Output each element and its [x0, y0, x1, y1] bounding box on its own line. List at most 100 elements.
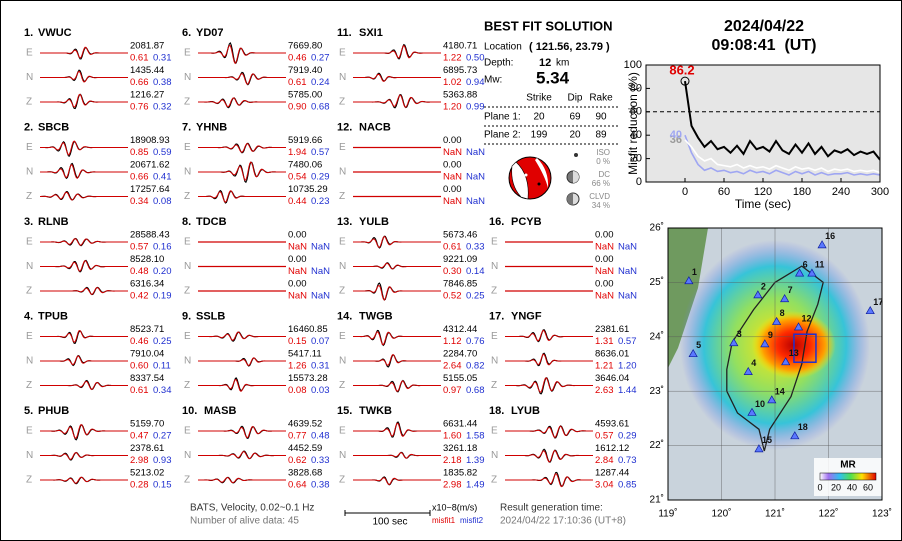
x-tick-label: 180 [793, 186, 811, 198]
misfit1: 1.26 [288, 361, 307, 372]
amplitude: 9221.09 [443, 254, 477, 265]
component-label: Z [26, 475, 32, 486]
plot-frame [645, 64, 881, 183]
beachball-axis [537, 182, 541, 186]
misfit1: 0.15 [288, 336, 307, 347]
misfit1: 1.94 [288, 147, 307, 158]
waveform-synthetic [40, 452, 128, 460]
y-tick-label: 0 [636, 176, 642, 188]
misfit2: 0.27 [153, 431, 172, 442]
misfit1: 2.98 [443, 480, 462, 491]
misfit1: 0.76 [130, 102, 149, 113]
station-name: YD07 [196, 27, 224, 39]
station-name: PCYB [511, 216, 542, 228]
amplitude: 0.00 [443, 184, 462, 195]
misfit-line [684, 134, 880, 176]
misfit1: 1.20 [443, 102, 462, 113]
component-label: E [184, 237, 191, 248]
station-triangle [817, 240, 827, 249]
epicenter-box [793, 333, 817, 363]
station-triangle [865, 305, 875, 315]
amplitude: 7910.04 [130, 349, 164, 360]
misfit2: 0.38 [311, 480, 330, 491]
beachball-axis [524, 173, 528, 177]
waveform-synthetic [40, 380, 128, 390]
plane-header: Strike [526, 93, 552, 104]
iso-icon [574, 153, 578, 157]
component-label: Z [339, 475, 345, 486]
plane-value: 20 [569, 130, 581, 141]
component-label: Z [26, 286, 32, 297]
location: ( 121.56, 23.79 ) [529, 41, 610, 53]
misfit1: 0.90 [288, 102, 307, 113]
waveform-synthetic [353, 331, 441, 346]
amplitude: 5417.11 [288, 349, 322, 360]
station-triangle [790, 431, 800, 440]
waveform-synthetic [505, 377, 593, 393]
misfit2: 0.27 [311, 53, 330, 64]
misfit2-legend: misfit2 [460, 516, 484, 525]
station-number: 10. [182, 405, 197, 417]
component-label: Z [184, 380, 190, 391]
station-number: 16. [489, 216, 504, 228]
misfit1: 1.02 [443, 77, 462, 88]
waveform-synthetic [353, 44, 441, 59]
misfit2: 0.68 [466, 385, 485, 396]
amplitude: 3646.04 [595, 373, 629, 384]
station-name: NACB [359, 121, 391, 133]
station-number: 1. [24, 27, 33, 39]
component-label: Z [491, 475, 497, 486]
station-number: 5. [24, 405, 33, 417]
station-number: 9. [182, 310, 191, 322]
waveform-synthetic [198, 451, 286, 460]
plane-header: Dip [567, 93, 582, 104]
misfit2: 0.57 [311, 147, 330, 158]
station-triangle [743, 366, 753, 375]
misfit1: 0.42 [130, 291, 149, 302]
misfit2: 0.25 [153, 336, 172, 347]
waveform-synthetic [198, 161, 286, 181]
station-label: 8 [780, 308, 785, 318]
component-label: N [184, 72, 191, 83]
misfit1: NaN [443, 172, 462, 183]
misfit1: 0.57 [130, 242, 149, 253]
misfit2: 0.24 [311, 77, 330, 88]
station-number: 3. [24, 216, 33, 228]
misfit1: NaN [595, 291, 614, 302]
misfit1: 0.30 [443, 266, 462, 277]
y-tick-label: 20 [630, 153, 642, 165]
waveform-synthetic [353, 73, 441, 82]
amplitude: 2284.70 [443, 349, 477, 360]
colorbar [819, 472, 877, 481]
misfit1: 0.97 [443, 385, 462, 396]
misfit1: 0.62 [288, 455, 307, 466]
plane-value: 69 [569, 112, 581, 123]
misfit2: 0.15 [153, 480, 172, 491]
station-triangle [780, 294, 790, 303]
plane-header: Rake [589, 93, 613, 104]
station-triangle [684, 276, 694, 285]
component-label: E [339, 48, 346, 59]
waveform-synthetic [353, 235, 441, 248]
amplitude: 0.00 [595, 279, 614, 290]
component-label: N [491, 356, 498, 367]
waveform-synthetic [40, 287, 128, 295]
colorbar-tick-label: 0 [817, 482, 822, 492]
misfit2: 0.11 [153, 361, 171, 372]
station-label: 3 [737, 329, 742, 339]
amplitude: 4312.44 [443, 324, 477, 335]
amplitude: 5673.46 [443, 230, 477, 241]
component-label: E [491, 331, 498, 342]
station-name: TDCB [196, 216, 227, 228]
start-value-label: 40 [670, 129, 682, 141]
depth-unit: km [556, 58, 569, 69]
amplitude: 7919.40 [288, 65, 322, 76]
lon-tick-label: 121˚ [765, 508, 785, 520]
station-number: 15. [337, 405, 352, 417]
mw-label: Mw: [484, 75, 502, 86]
beachball-dilatation [535, 158, 549, 188]
misfit2: NaN [618, 291, 637, 302]
amplitude: 8523.71 [130, 324, 164, 335]
component-label: Z [339, 286, 345, 297]
